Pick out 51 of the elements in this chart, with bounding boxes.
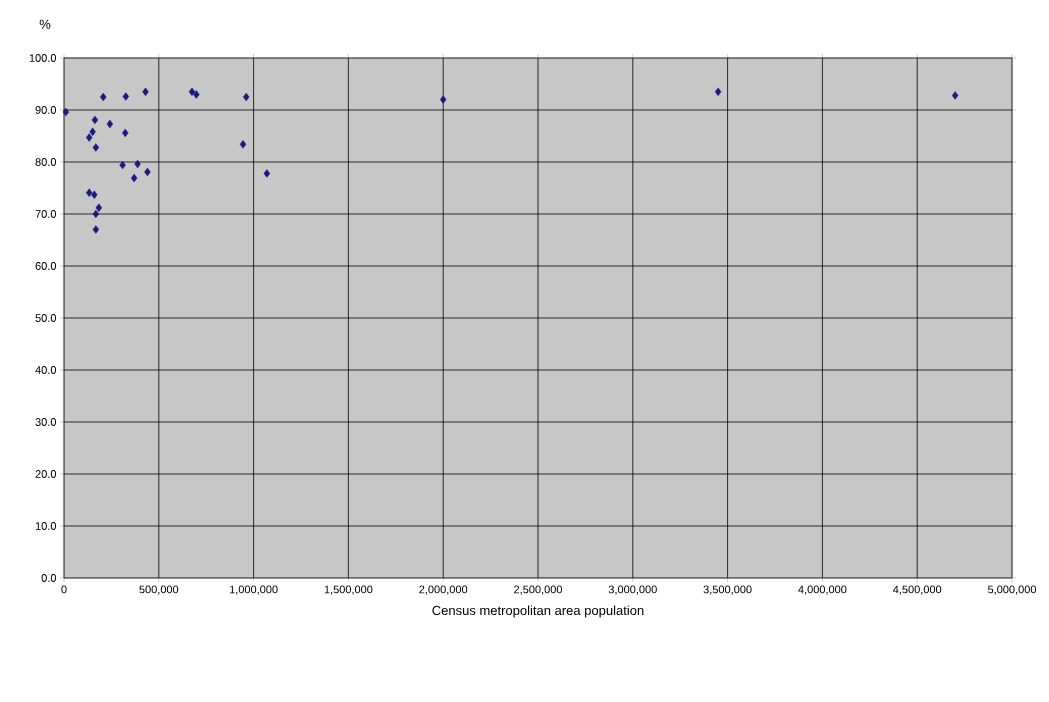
y-tick-label: 50.0 <box>35 314 57 322</box>
point <box>89 127 96 137</box>
point <box>239 140 247 149</box>
x-tick-label: 2,500,000 <box>514 585 563 595</box>
x-axis-title: Census metropolitan area population <box>432 605 644 618</box>
x-tick-label: 1,500,000 <box>324 585 373 595</box>
point <box>130 173 138 183</box>
y-tick-label: 40.0 <box>35 366 57 374</box>
point <box>122 92 130 101</box>
point <box>62 107 70 117</box>
point <box>714 87 722 96</box>
y-tick-label: 90.0 <box>35 106 57 114</box>
y-tick-label: 10.0 <box>35 522 57 530</box>
y-tick-label: 80.0 <box>35 158 57 166</box>
point <box>100 92 107 102</box>
point <box>119 160 126 170</box>
x-tick-label: 3,000,000 <box>608 585 657 595</box>
point <box>95 203 103 212</box>
point <box>193 90 200 99</box>
point <box>122 128 129 138</box>
point <box>144 167 151 177</box>
point <box>188 87 196 96</box>
x-tick-label: 4,500,000 <box>892 585 942 595</box>
point <box>134 159 141 169</box>
point <box>91 115 99 125</box>
point <box>951 91 959 100</box>
point <box>91 190 98 199</box>
y-tick-label: 0.0 <box>41 574 57 582</box>
x-tick-label: 500,000 <box>139 585 179 595</box>
point <box>92 143 100 152</box>
x-tick-label: 2,000,000 <box>419 585 468 595</box>
point <box>243 92 250 102</box>
x-tick-label: 1,000,000 <box>229 585 278 595</box>
point <box>263 169 271 178</box>
point <box>440 95 447 104</box>
point <box>92 225 100 234</box>
x-tick-label: 4,000,000 <box>798 585 847 595</box>
y-tick-label: 60.0 <box>35 262 57 270</box>
x-tick-label: 5,000,000 <box>987 585 1037 595</box>
point <box>92 209 100 219</box>
y-tick-label: 20.0 <box>35 470 57 478</box>
point <box>86 133 93 142</box>
point <box>142 87 149 96</box>
point <box>106 119 114 129</box>
x-tick-label: 0 <box>61 585 67 594</box>
y-tick-label: 30.0 <box>35 418 57 426</box>
y-tick-label: 100.0 <box>29 54 57 62</box>
x-tick-label: 3,500,000 <box>703 585 752 595</box>
point <box>86 188 93 197</box>
y-tick-label: 70.0 <box>35 210 57 218</box>
y-axis-title: % <box>39 19 51 29</box>
